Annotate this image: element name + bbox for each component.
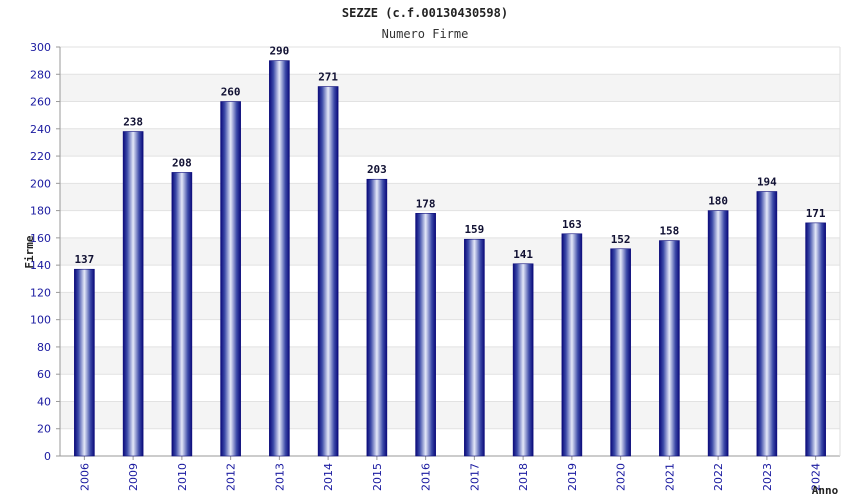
grid-band: [60, 74, 840, 102]
bar-2010: [171, 172, 193, 457]
value-label-2020: 152: [611, 233, 631, 246]
x-tick-label-2015: 2015: [371, 463, 384, 491]
x-tick-label-2021: 2021: [663, 463, 676, 491]
x-tick-label-2012: 2012: [225, 463, 238, 491]
x-tick-label-2023: 2023: [761, 463, 774, 491]
y-tick-labels: 0 20 40 60 80 100 120 140 160 180 200 220 240 260 280 3…: [30, 41, 51, 463]
y-tick-label: 120: [30, 286, 51, 299]
y-tick-label: 140: [30, 259, 51, 272]
y-tick-label: 200: [30, 177, 51, 190]
bar-2019: [561, 233, 583, 457]
value-label-2022: 180: [708, 195, 728, 208]
y-tick-label: 300: [30, 41, 51, 54]
y-tick-label: 240: [30, 123, 51, 136]
x-tick-label-2014: 2014: [322, 463, 335, 491]
y-tick-label: 160: [30, 232, 51, 245]
value-label-2010: 208: [172, 156, 192, 169]
bar-2006: [74, 268, 95, 457]
x-tick-label-2016: 2016: [420, 463, 433, 491]
bar-2023: [756, 191, 778, 457]
x-axis-label: Anno: [812, 484, 839, 497]
y-tick-label: 0: [44, 450, 51, 463]
x-tick-labels: 2006 2009 2010 2012 2013 2014 2015 2016 2017 2018…: [78, 463, 822, 491]
bar-2017: [464, 238, 485, 457]
bar-2021: [659, 240, 680, 457]
x-tick-label-2022: 2022: [712, 463, 725, 491]
y-tick-label: 260: [30, 96, 51, 109]
value-label-2016: 178: [416, 197, 436, 210]
bar-2014: [317, 86, 339, 457]
value-label-2017: 159: [464, 223, 484, 236]
bar-2012: [220, 101, 241, 457]
bar-2020: [610, 248, 631, 457]
chart-title: SEZZE (c.f.00130430598): [342, 6, 508, 20]
bar-2018: [512, 263, 534, 457]
x-tick-label-2009: 2009: [127, 463, 140, 491]
bar-2015: [366, 178, 388, 457]
x-tick-label-2017: 2017: [468, 463, 481, 491]
y-tick-label: 220: [30, 150, 51, 163]
y-tick-label: 40: [37, 395, 51, 408]
grid-band: [60, 128, 840, 157]
value-label-2019: 163: [562, 218, 582, 231]
x-tick-label-2010: 2010: [176, 463, 189, 491]
value-label-2014: 271: [318, 71, 338, 84]
value-label-2018: 141: [513, 248, 533, 261]
y-tick-label: 100: [30, 314, 51, 327]
y-tick-label: 20: [37, 423, 51, 436]
x-tick-label-2006: 2006: [78, 463, 91, 491]
y-tick-label: 80: [37, 341, 51, 354]
value-label-2006: 137: [74, 253, 94, 266]
bar-2022: [707, 210, 729, 457]
x-tick-label-2019: 2019: [566, 463, 579, 491]
bar-2013: [269, 60, 290, 457]
y-tick-label: 280: [30, 68, 51, 81]
value-label-2013: 290: [269, 45, 289, 58]
x-tick-label-2018: 2018: [517, 463, 530, 491]
value-labels: 137 238 208 260 290 271 203 178 159 141 163 152 158 1…: [74, 45, 825, 267]
bar-2024: [805, 222, 826, 457]
value-label-2015: 203: [367, 163, 387, 176]
value-label-2024: 171: [806, 207, 826, 220]
x-tick-label-2024: 2024: [810, 463, 823, 491]
value-label-2009: 238: [123, 116, 143, 129]
bars: [74, 60, 826, 457]
x-tick-label-2013: 2013: [273, 463, 286, 491]
bar-2009: [122, 131, 144, 457]
chart-subtitle: Numero Firme: [382, 27, 469, 41]
value-label-2012: 260: [221, 86, 241, 99]
y-tick-label: 60: [37, 368, 51, 381]
y-axis-label: Firme: [23, 235, 36, 268]
x-tick-label-2020: 2020: [615, 463, 628, 491]
value-label-2023: 194: [757, 176, 777, 189]
bar-2016: [415, 213, 436, 457]
y-tick-label: 180: [30, 205, 51, 218]
value-label-2021: 158: [659, 225, 679, 238]
